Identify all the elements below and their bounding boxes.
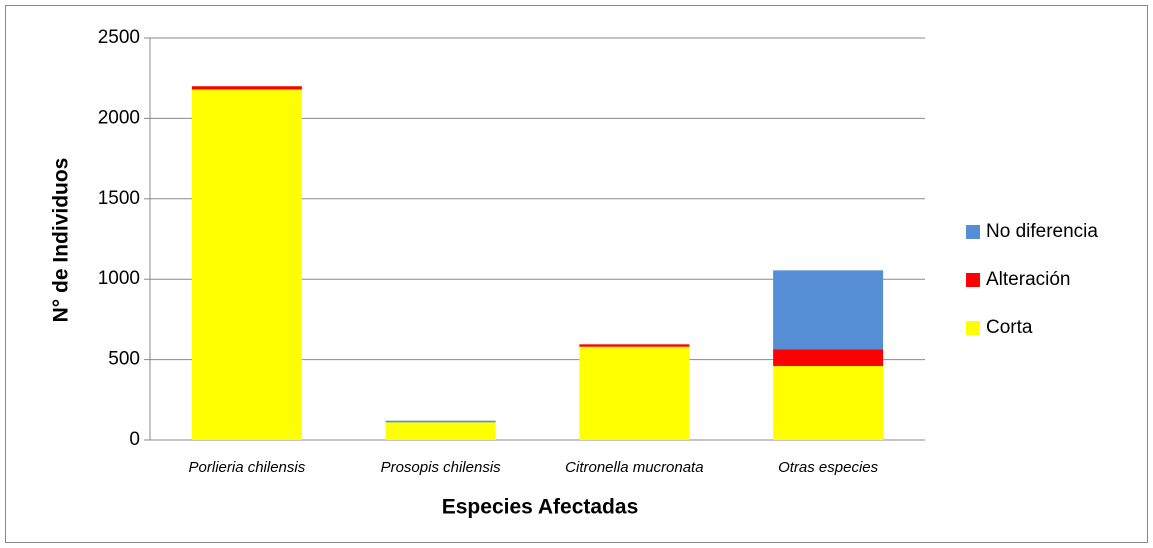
y-tick-label: 2000 <box>98 107 140 128</box>
bar-segment <box>385 420 496 423</box>
x-axis-title: Especies Afectadas <box>442 496 639 519</box>
y-axis-title: N° de Individuos <box>50 158 73 323</box>
x-tick-label: Porlieria chilensis <box>189 459 306 476</box>
y-tick-label: 500 <box>108 349 140 370</box>
legend-label: No diferencia <box>986 221 1098 242</box>
legend-label: Alteración <box>986 269 1071 290</box>
bar-segment <box>385 422 496 440</box>
x-tick-label: Otras especies <box>778 459 879 476</box>
bar-segment <box>579 346 690 440</box>
legend-label: Corta <box>986 317 1033 338</box>
bar-segment <box>579 344 690 347</box>
bar-segment <box>773 349 884 367</box>
bar-segment <box>191 86 302 90</box>
y-tick-label: 1000 <box>98 268 140 289</box>
x-tick-label: Citronella mucronata <box>565 459 703 476</box>
legend-swatch <box>966 321 980 335</box>
bar-segment <box>773 270 884 350</box>
y-tick-label: 2500 <box>98 27 140 48</box>
bar-segment <box>191 89 302 441</box>
x-tick-label: Prosopis chilensis <box>381 459 502 476</box>
y-tick-label: 0 <box>129 429 140 450</box>
y-tick-label: 1500 <box>98 188 140 209</box>
bar-segment <box>773 366 884 440</box>
legend-swatch <box>966 273 980 287</box>
legend-swatch <box>966 225 980 239</box>
